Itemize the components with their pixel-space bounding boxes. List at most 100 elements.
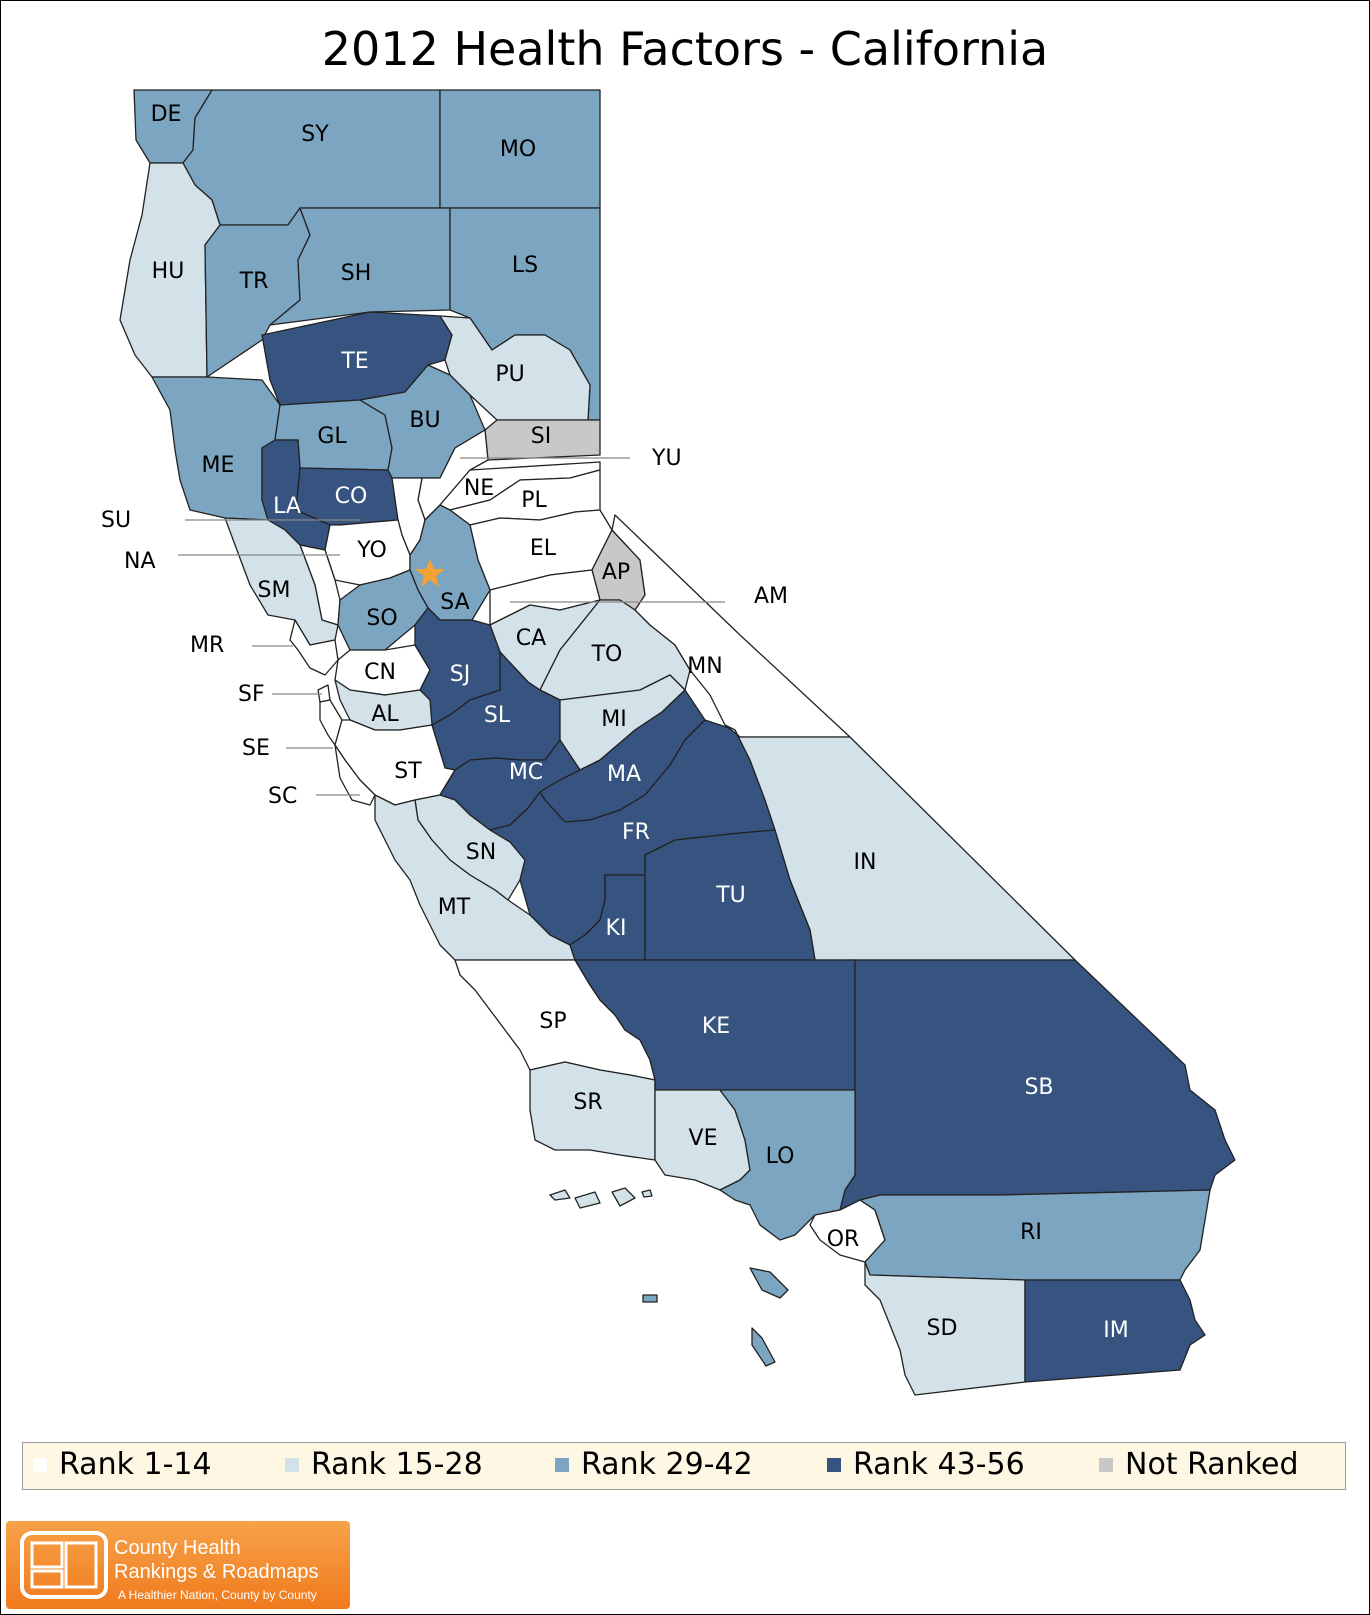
county-label-SY: SY [301, 122, 329, 147]
county-label-SI: SI [531, 424, 551, 449]
county-label-RI: RI [1020, 1220, 1042, 1245]
legend-label: Rank 15-28 [311, 1447, 483, 1482]
legend-item-not-ranked: Not Ranked [1099, 1447, 1298, 1482]
county-label-PL: PL [521, 488, 547, 513]
channel-island [642, 1294, 658, 1303]
county-label-MO: MO [500, 137, 536, 162]
county-label-SN: SN [466, 840, 496, 865]
external-label-SE: SE [242, 736, 270, 761]
county-MR[interactable] [289, 619, 339, 676]
county-label-DE: DE [151, 102, 182, 127]
county-LO[interactable] [719, 1089, 856, 1241]
legend-item-rank-1-14: Rank 1-14 [33, 1447, 212, 1482]
county-label-MC: MC [509, 760, 543, 785]
county-label-SA: SA [440, 590, 469, 615]
county-label-TE: TE [340, 349, 368, 374]
county-label-SJ: SJ [450, 662, 470, 687]
external-label-YU: YU [651, 446, 682, 471]
logo-map-icon [20, 1531, 108, 1599]
county-ME[interactable] [151, 376, 281, 521]
county-label-PU: PU [495, 362, 524, 387]
county-label-LS: LS [512, 253, 538, 278]
county-label-OR: OR [827, 1227, 860, 1252]
channel-island [641, 1189, 653, 1198]
county-label-GL: GL [317, 424, 347, 449]
legend-swatch [555, 1457, 569, 1472]
county-health-rankings-logo: County Health Rankings & Roadmaps A Heal… [6, 1521, 350, 1609]
external-county-labels: YU SU NA AM MR SF SE SC [101, 446, 788, 809]
county-label-IM: IM [1103, 1318, 1128, 1343]
legend-label: Rank 43-56 [853, 1447, 1025, 1482]
county-label-ME: ME [202, 453, 235, 478]
county-label-NE: NE [464, 476, 494, 501]
county-label-SB: SB [1024, 1075, 1053, 1100]
legend-label: Not Ranked [1125, 1447, 1299, 1482]
legend-label: Rank 29-42 [581, 1447, 753, 1482]
county-label-SR: SR [573, 1090, 602, 1115]
external-label-SF: SF [238, 682, 265, 707]
county-label-SM: SM [258, 578, 291, 603]
legend-swatch [827, 1457, 841, 1472]
county-label-SL: SL [484, 703, 511, 728]
county-label-CN: CN [364, 660, 396, 685]
channel-island [749, 1267, 789, 1299]
legend-swatch [1099, 1457, 1113, 1472]
county-PU[interactable] [439, 315, 591, 421]
county-SY[interactable] [182, 89, 441, 226]
county-label-LA: LA [273, 494, 301, 519]
logo-line1: County Health [114, 1537, 241, 1559]
legend-label: Rank 1-14 [59, 1447, 212, 1482]
county-label-AP: AP [602, 560, 630, 585]
county-label-SP: SP [539, 1009, 566, 1034]
county-label-YO: YO [356, 538, 387, 563]
external-label-SU: SU [101, 508, 131, 533]
county-label-MI: MI [601, 707, 626, 732]
channel-island [574, 1191, 601, 1209]
county-label-KE: KE [702, 1014, 730, 1039]
external-label-SC: SC [268, 784, 297, 809]
legend-item-rank-15-28: Rank 15-28 [285, 1447, 483, 1482]
logo-line2: Rankings & Roadmaps [114, 1561, 319, 1583]
state-capital-star [415, 559, 445, 587]
county-label-BU: BU [409, 408, 440, 433]
county-label-MA: MA [607, 762, 641, 787]
external-label-MR: MR [190, 633, 224, 658]
legend: Rank 1-14 Rank 15-28 Rank 29-42 Rank 43-56 N… [22, 1442, 1346, 1490]
channel-island [751, 1327, 776, 1367]
county-label-KI: KI [606, 916, 627, 941]
county-label-AL: AL [371, 702, 399, 727]
county-SR[interactable] [529, 1061, 656, 1161]
county-label-VE: VE [689, 1126, 718, 1151]
county-SC[interactable] [334, 744, 376, 806]
legend-item-rank-43-56: Rank 43-56 [827, 1447, 1025, 1482]
channel-island [611, 1187, 636, 1207]
external-label-NA: NA [124, 549, 156, 574]
channel-island [549, 1189, 571, 1201]
logo-tagline: A Healthier Nation, County by County [118, 1588, 317, 1602]
county-label-TU: TU [715, 883, 746, 908]
county-label-CA: CA [516, 626, 546, 651]
county-label-MN: MN [687, 654, 722, 679]
legend-swatch [285, 1457, 299, 1472]
county-label-FR: FR [622, 820, 650, 845]
county-label-SH: SH [341, 261, 372, 286]
external-label-AM: AM [754, 584, 788, 609]
county-label-SD: SD [927, 1316, 958, 1341]
county-SD[interactable] [864, 1261, 1026, 1396]
legend-item-rank-29-42: Rank 29-42 [555, 1447, 753, 1482]
county-label-LO: LO [766, 1144, 795, 1169]
county-RI[interactable] [859, 1189, 1211, 1281]
county-labels: DE SY MO HU TR SH LS TE PU ME GL BU SI L… [151, 102, 1129, 1343]
county-MT[interactable] [374, 794, 576, 961]
county-label-HU: HU [152, 259, 185, 284]
county-label-CO: CO [335, 484, 368, 509]
county-label-EL: EL [530, 536, 557, 561]
county-label-SO: SO [366, 606, 397, 631]
county-IM[interactable] [1024, 1279, 1206, 1383]
county-label-MT: MT [438, 895, 471, 920]
county-label-ST: ST [394, 759, 422, 784]
county-label-TO: TO [591, 642, 623, 667]
legend-swatch [33, 1457, 47, 1472]
county-label-TR: TR [239, 269, 269, 294]
